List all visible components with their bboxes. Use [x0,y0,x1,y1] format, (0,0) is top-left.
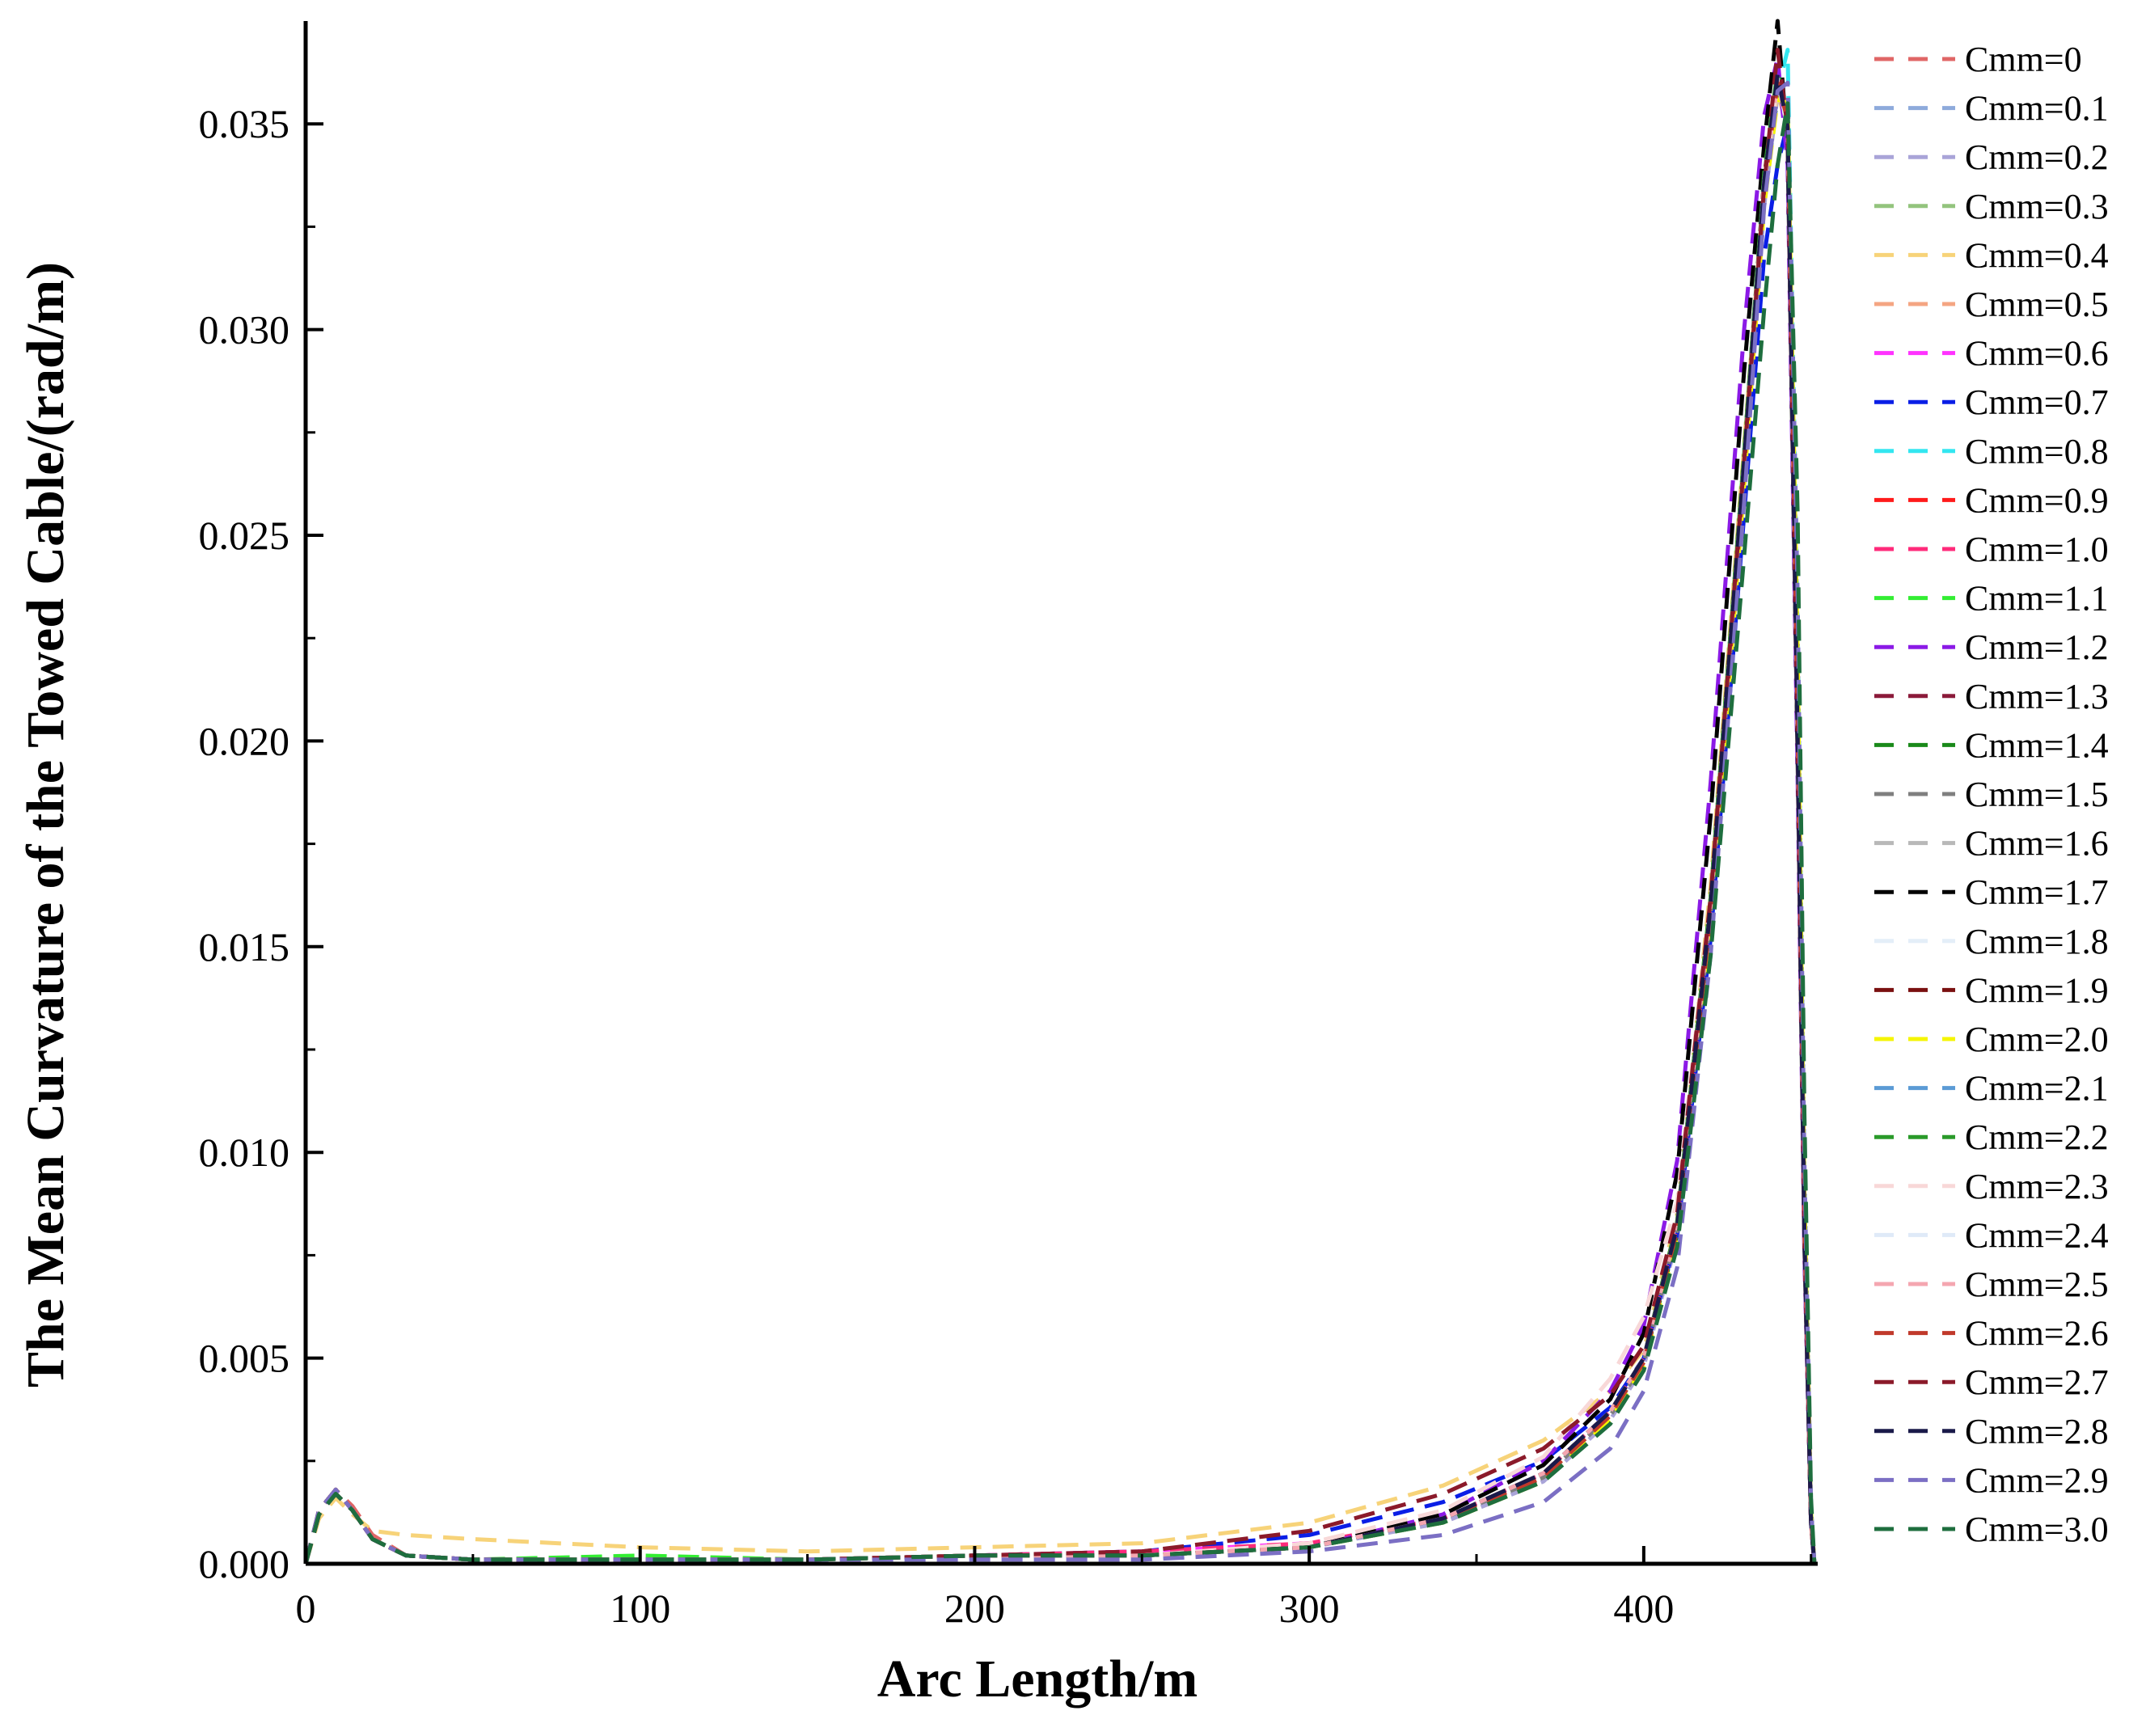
series-line-23 [303,80,1817,1565]
series-line-6 [303,72,1817,1565]
legend-label: Cmm=0.3 [1965,187,2109,226]
series-line-26 [303,80,1817,1565]
ticks: 0.000 0.005 0.010 0.015 0.020 0.025 0.030 0.035… [199,101,1813,1631]
legend-label: Cmm=1.1 [1965,579,2109,619]
y-tick-label: 0.010 [199,1130,290,1175]
series-line-3 [303,68,1817,1565]
legend-label: Cmm=3.0 [1965,1510,2109,1549]
legend-label: Cmm=0.8 [1965,432,2109,471]
legend-label: Cmm=2.7 [1965,1362,2109,1402]
legend-label: Cmm=2.6 [1965,1314,2109,1354]
legend-label: Cmm=1.4 [1965,725,2109,765]
legend-label: Cmm=2.9 [1965,1460,2109,1500]
series-line-13 [303,76,1817,1565]
legend-label: Cmm=1.6 [1965,824,2109,864]
series-line-9 [303,76,1817,1565]
legend-label: Cmm=0.7 [1965,382,2109,422]
series-line-24 [303,76,1817,1565]
series-line-10 [303,80,1817,1565]
series-line-28 [303,72,1817,1565]
y-tick-label: 0.025 [199,513,290,558]
series-line-4 [303,89,1817,1565]
y-tick-label: 0.020 [199,718,290,763]
legend-label: Cmm=0.4 [1965,235,2109,275]
legend-label: Cmm=0.9 [1965,480,2109,520]
legend-label: Cmm=0.2 [1965,137,2109,177]
series-line-30 [303,101,1817,1565]
series-line-16 [303,76,1817,1565]
y-tick-label: 0.035 [199,101,290,146]
legend-label: Cmm=1.8 [1965,922,2109,961]
series-line-29 [303,80,1817,1565]
x-tick-label: 200 [944,1586,1005,1631]
series-line-11 [303,72,1817,1565]
x-axis-title: Arc Length/m [877,1649,1198,1709]
series-line-22 [303,68,1817,1565]
legend-label: Cmm=1.7 [1965,872,2109,912]
series-line-27 [303,48,1817,1565]
legend-label: Cmm=2.0 [1965,1020,2109,1059]
legend-label: Cmm=0.1 [1965,89,2109,129]
x-tick-label: 300 [1279,1586,1340,1631]
series-line-12 [303,56,1817,1565]
legend-label: Cmm=1.9 [1965,970,2109,1010]
series-line-25 [303,76,1817,1565]
y-tick-label: 0.030 [199,307,290,353]
legend-label: Cmm=2.5 [1965,1265,2109,1304]
series-line-18 [303,76,1817,1565]
legend-label: Cmm=0.5 [1965,285,2109,324]
axes [303,21,1818,1566]
x-tick-label: 0 [296,1586,316,1631]
y-tick-label: 0.000 [199,1541,290,1586]
legend-label: Cmm=2.3 [1965,1167,2109,1206]
series-line-20 [303,97,1817,1565]
y-tick-label: 0.005 [199,1336,290,1381]
series-line-5 [303,80,1817,1565]
series-line-21 [303,76,1817,1565]
legend-label: Cmm=2.4 [1965,1215,2109,1255]
series-line-2 [303,93,1817,1565]
series-line-14 [303,93,1817,1565]
series-line-15 [303,80,1817,1565]
series-layer [303,19,1817,1565]
series-line-7 [303,121,1817,1565]
y-tick-label: 0.015 [199,924,290,969]
series-line-17 [303,19,1817,1565]
legend-label: Cmm=1.2 [1965,627,2109,667]
legend-label: Cmm=2.1 [1965,1069,2109,1109]
x-tick-label: 100 [610,1586,670,1631]
series-line-8 [303,48,1817,1565]
series-line-1 [303,84,1817,1565]
legend-label: Cmm=1.3 [1965,677,2109,716]
legend-label: Cmm=2.8 [1965,1412,2109,1451]
legend-label: Cmm=1.5 [1965,775,2109,814]
legend-label: Cmm=1.0 [1965,530,2109,569]
legend-label: Cmm=0.6 [1965,334,2109,374]
series-line-19 [303,72,1817,1565]
legend-label: Cmm=0 [1965,40,2082,79]
legend-label: Cmm=2.2 [1965,1117,2109,1157]
x-tick-label: 400 [1613,1586,1674,1631]
series-line-0 [303,76,1817,1565]
legend: Cmm=0 Cmm=0.1 Cmm=0.2 Cmm=0.3 Cmm=0.4 Cmm=0.5… [1874,40,2109,1549]
y-axis-title: The Mean Curvature of the Towed Cable/(r… [16,262,75,1388]
